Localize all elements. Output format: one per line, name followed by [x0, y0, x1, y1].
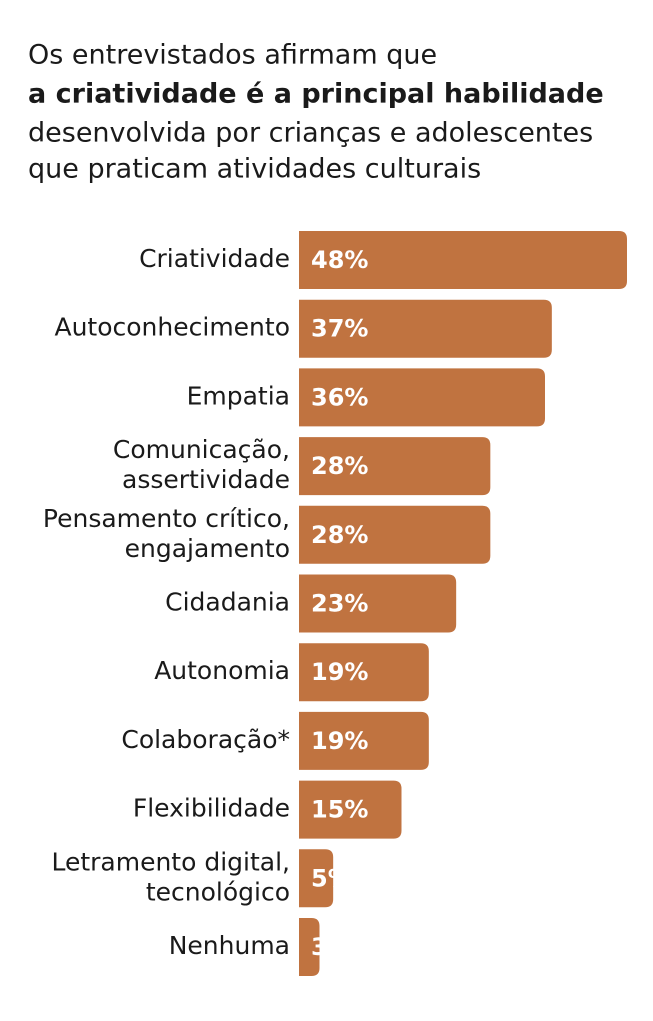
- bar: [299, 643, 429, 702]
- value-label: 28%: [311, 521, 368, 549]
- bar: [299, 711, 429, 770]
- category-label: Pensamento crítico, engajamento: [43, 504, 290, 563]
- category-label: Nenhuma: [169, 931, 290, 960]
- value-label: 37%: [311, 315, 368, 343]
- value-label: 5%: [311, 864, 352, 892]
- category-label: Comunicação, assertividade: [113, 435, 290, 494]
- bar: [299, 780, 402, 839]
- bar: [299, 231, 627, 289]
- bar: [299, 368, 545, 427]
- value-label: 19%: [311, 658, 368, 686]
- category-label: Colaboração*: [121, 725, 290, 754]
- chart-title: desenvolvida por crianças e adolescentes: [28, 118, 593, 149]
- category-label: Autonomia: [154, 656, 290, 685]
- value-label: 28%: [311, 452, 368, 480]
- bar: [299, 849, 334, 908]
- bar: [299, 299, 552, 358]
- value-label: 19%: [311, 727, 368, 755]
- value-label: 3%: [311, 933, 352, 961]
- chart-title: Os entrevistados afirmam que: [28, 40, 437, 71]
- value-label: 23%: [311, 590, 368, 618]
- value-label: 15%: [311, 796, 368, 824]
- category-label: Cidadania: [165, 588, 290, 617]
- bar: [299, 574, 457, 633]
- value-label: 48%: [311, 246, 368, 274]
- category-label: Criatividade: [139, 244, 290, 273]
- category-label: Empatia: [187, 381, 290, 410]
- value-label: 36%: [311, 383, 368, 411]
- category-label: Autoconhecimento: [54, 313, 290, 342]
- category-label: Flexibilidade: [133, 794, 290, 823]
- chart-title: que praticam atividades culturais: [28, 154, 481, 185]
- bar: [299, 918, 320, 976]
- bar: [299, 437, 491, 496]
- bar: [299, 505, 491, 564]
- chart-title: a criatividade é a principal habilidade: [28, 79, 604, 110]
- category-label: Letramento digital, tecnológico: [51, 847, 290, 906]
